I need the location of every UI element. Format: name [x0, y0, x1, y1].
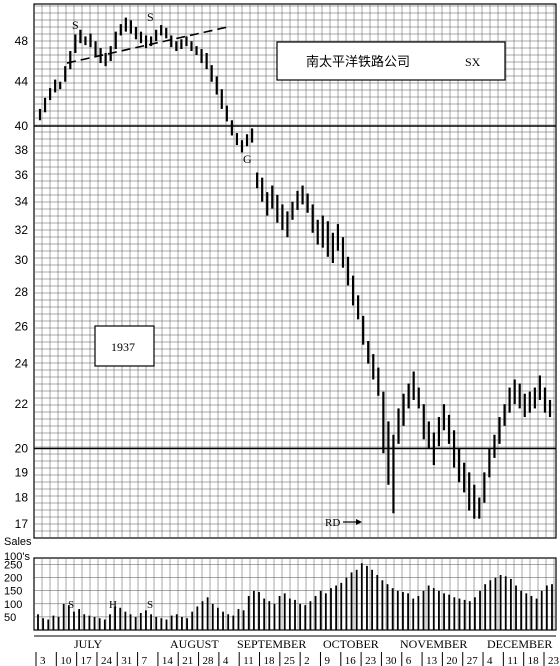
price-tick-label: 32 — [15, 223, 29, 237]
volume-axis-unit: 100's — [4, 551, 30, 563]
price-tick-label: 30 — [15, 253, 29, 267]
rd-arrow-head — [356, 519, 362, 525]
month-label: JULY — [74, 637, 102, 651]
month-label: SEPTEMBER — [237, 637, 306, 651]
volume-bars — [37, 563, 553, 630]
price-tick-label: 19 — [15, 465, 29, 479]
price-tick-label: 17 — [15, 517, 29, 531]
volume-annotation-left-shoulder: S — [68, 599, 74, 611]
week-label: 16 — [345, 655, 357, 666]
week-label: 21 — [182, 655, 193, 666]
week-label: 6 — [406, 655, 412, 666]
annotation-gap: G — [243, 152, 252, 166]
week-label: 30 — [385, 655, 397, 666]
month-label: NOVEMBER — [400, 637, 467, 651]
week-label: 20 — [446, 655, 458, 666]
week-label: 18 — [528, 655, 540, 666]
price-tick-label: 26 — [15, 319, 29, 333]
week-label: 31 — [121, 655, 132, 666]
week-label: 25 — [284, 655, 296, 666]
price-tick-label: 34 — [15, 195, 29, 209]
price-tick-label: 48 — [15, 34, 29, 48]
price-panel — [33, 3, 557, 539]
week-label: 7 — [142, 655, 148, 666]
price-tick-label: 44 — [15, 75, 29, 89]
volume-tick-label: 150 — [4, 586, 22, 598]
month-label: AUGUST — [170, 637, 219, 651]
annotation-left-shoulder: S — [72, 18, 79, 32]
volume-tick-label: 50 — [4, 612, 16, 624]
week-label: 23 — [548, 655, 560, 666]
week-label: 17 — [81, 655, 93, 666]
title-box — [276, 41, 506, 81]
week-label: 9 — [324, 655, 330, 666]
price-tick-label: 40 — [15, 119, 29, 133]
week-label: 27 — [467, 655, 479, 666]
week-label: 11 — [507, 655, 518, 666]
time-axis: JULY AUGUST SEPTEMBER OCTOBER NOVEMBER DECEMB… — [34, 635, 560, 666]
volume-annotation-right-shoulder: S — [147, 599, 153, 611]
annotation-right-shoulder: S — [147, 10, 154, 24]
ticker-label: SX — [465, 55, 481, 69]
annotation-rd: RD — [325, 517, 340, 529]
week-label: 10 — [60, 655, 72, 666]
week-label: 4 — [487, 655, 493, 666]
chart-title: 南太平洋铁路公司 — [306, 54, 410, 69]
volume-annotation-head: H — [109, 599, 117, 611]
week-label: 4 — [223, 655, 229, 666]
volume-tick-label: 250 — [4, 560, 22, 572]
price-tick-label: 20 — [15, 442, 29, 456]
week-label: 2 — [304, 655, 310, 666]
volume-axis-label: Sales — [4, 536, 32, 548]
week-label: 14 — [162, 655, 174, 666]
year-box — [94, 325, 155, 367]
price-tick-label: 24 — [15, 357, 29, 371]
week-label: 28 — [203, 655, 215, 666]
price-axis-ticks: 17 18 19 20 22 24 26 28 30 32 34 36 38 40 44 48 — [15, 34, 29, 531]
price-tick-label: 18 — [15, 491, 29, 505]
week-label: 24 — [101, 655, 113, 666]
week-label: 11 — [243, 655, 254, 666]
week-label: 3 — [40, 655, 46, 666]
volume-tick-label: 100 — [4, 599, 22, 611]
year-label: 1937 — [111, 340, 135, 354]
price-grid — [34, 4, 556, 538]
week-label: 18 — [264, 655, 276, 666]
volume-tick-label: 200 — [4, 573, 22, 585]
price-tick-label: 22 — [15, 397, 29, 411]
week-label: 13 — [426, 655, 438, 666]
month-label: DECEMBER — [487, 637, 552, 651]
price-tick-label: 36 — [15, 168, 29, 182]
price-tick-label: 28 — [15, 285, 29, 299]
price-tick-label: 38 — [15, 143, 29, 157]
month-label: OCTOBER — [323, 637, 379, 651]
week-label: 23 — [365, 655, 377, 666]
price-bars — [38, 17, 552, 519]
